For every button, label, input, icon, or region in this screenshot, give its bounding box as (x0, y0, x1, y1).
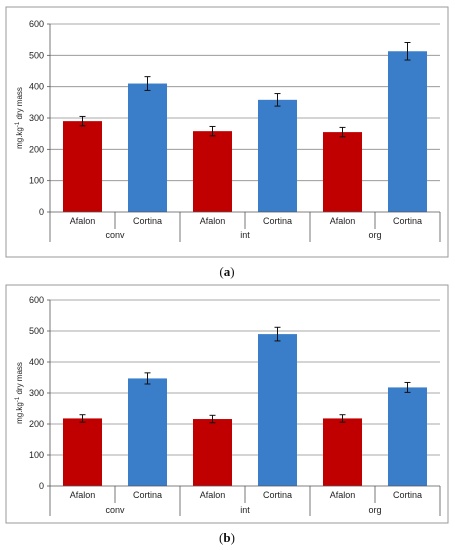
y-tick-label: 600 (29, 19, 44, 29)
panel-a-category-labels: Afalon Cortina Afalon Cortina Afalon Cortina (70, 216, 422, 226)
category-label: Afalon (200, 216, 226, 226)
chart-panel-b: 0 100 200 300 400 500 600 Afalon Cortina Afalon C… (5, 284, 449, 524)
group-label: conv (105, 230, 125, 240)
panel-b-bars (63, 334, 427, 486)
y-tick-label: 200 (29, 144, 44, 154)
bar (323, 132, 362, 212)
y-tick-label: 200 (29, 419, 44, 429)
y-tick-label: 500 (29, 50, 44, 60)
y-tick-label: 100 (29, 176, 44, 186)
y-tick-label: 0 (39, 481, 44, 491)
category-label: Afalon (200, 490, 226, 500)
bar (258, 99, 297, 212)
category-label: Afalon (330, 490, 356, 500)
category-label: Afalon (330, 216, 356, 226)
panel-a-axes (47, 23, 441, 242)
panel-a-gridlines (50, 23, 440, 182)
y-tick-label: 600 (29, 295, 44, 305)
bar (323, 418, 362, 486)
panel-b-group-labels: conv int org (105, 505, 381, 515)
panel-b-y-tick-labels: 0 100 200 300 400 500 600 (29, 295, 44, 491)
bar (258, 334, 297, 486)
panel-b-category-labels: Afalon Cortina Afalon Cortina Afalon Cortina (70, 490, 422, 500)
y-tick-label: 0 (39, 207, 44, 217)
chart-panel-a: 0 100 200 300 400 500 600 Afalon Cortina Afalon C… (5, 6, 449, 258)
panel-b-caption: (b) (219, 530, 235, 545)
panel-b-y-axis-label: mg.kg-1 dry mass (15, 362, 24, 424)
y-tick-label: 300 (29, 388, 44, 398)
category-label: Cortina (393, 216, 422, 226)
category-label: Cortina (263, 216, 292, 226)
panel-b-error-bars (79, 326, 411, 424)
panel-a-group-labels: conv int org (105, 230, 381, 240)
category-label: Cortina (263, 490, 292, 500)
bar (388, 51, 427, 213)
panel-a-caption: (a) (219, 264, 234, 279)
panel-a-bars (63, 51, 427, 213)
y-tick-label: 500 (29, 326, 44, 336)
bar (128, 83, 167, 213)
category-label: Afalon (70, 216, 96, 226)
bar (63, 418, 102, 486)
category-label: Afalon (70, 490, 96, 500)
panel-b-gridlines (50, 299, 440, 456)
group-label: conv (105, 505, 125, 515)
y-tick-label: 400 (29, 357, 44, 367)
group-label: org (368, 230, 381, 240)
bar (388, 387, 427, 486)
panel-a-y-axis-label: mg.kg-1 dry mass (15, 87, 24, 149)
bar (128, 378, 167, 486)
group-label: int (240, 505, 250, 515)
bar (193, 131, 232, 212)
group-label: int (240, 230, 250, 240)
group-label: org (368, 505, 381, 515)
bar (63, 121, 102, 212)
y-tick-label: 400 (29, 82, 44, 92)
category-label: Cortina (393, 490, 422, 500)
bar (193, 419, 232, 486)
panel-a-y-tick-labels: 0 100 200 300 400 500 600 (29, 19, 44, 217)
panel-b-axes (47, 299, 441, 516)
category-label: Cortina (133, 216, 162, 226)
panel-b-frame (5, 284, 449, 524)
category-label: Cortina (133, 490, 162, 500)
panel-a-error-bars (79, 41, 411, 138)
y-tick-label: 100 (29, 450, 44, 460)
y-tick-label: 300 (29, 113, 44, 123)
